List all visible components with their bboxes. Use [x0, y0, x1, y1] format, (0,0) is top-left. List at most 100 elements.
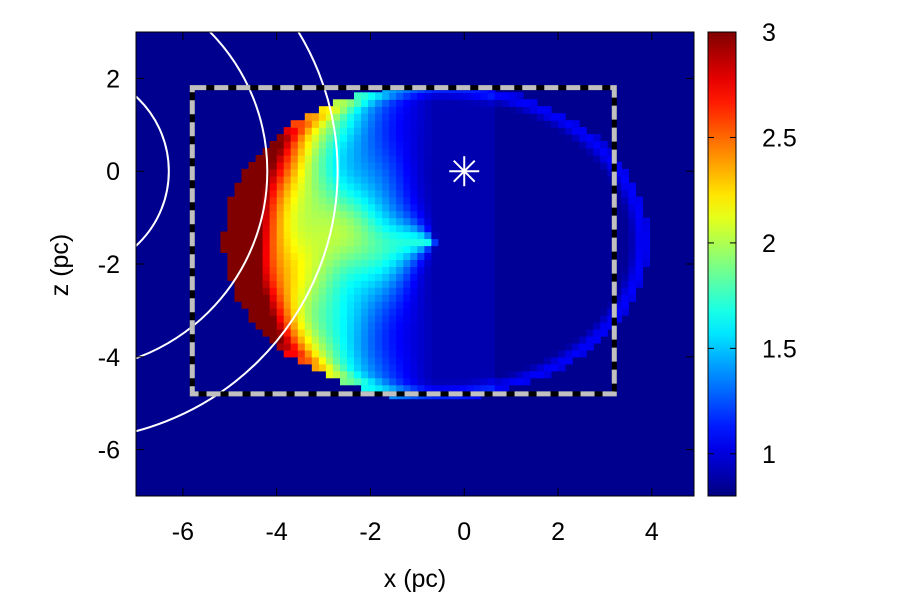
heatmap-cell [621, 294, 629, 302]
heatmap-cell [501, 356, 510, 365]
heatmap-cell [452, 315, 461, 323]
heatmap-cell [332, 342, 341, 351]
heatmap-cell [445, 363, 454, 372]
heatmap-cell [424, 189, 432, 198]
heatmap-cell [382, 141, 390, 149]
heatmap-cell [628, 189, 636, 198]
heatmap-cell [368, 384, 376, 393]
heatmap-cell [248, 168, 257, 177]
heatmap-cell [410, 315, 418, 323]
heatmap-cell [466, 384, 475, 393]
heatmap-cell [558, 238, 566, 247]
heatmap-cell [325, 141, 334, 149]
heatmap-cell [396, 308, 404, 316]
heatmap-cell [227, 217, 235, 226]
heatmap-cell [438, 294, 446, 302]
heatmap-cell [396, 301, 404, 309]
heatmap-cell [501, 273, 510, 281]
heatmap-cell [487, 287, 496, 295]
heatmap-cell [515, 377, 524, 386]
heatmap-cell [304, 161, 313, 170]
heatmap-cell [340, 342, 348, 351]
heatmap-cell [276, 231, 285, 240]
heatmap-cell [501, 349, 510, 358]
heatmap-cell [515, 106, 524, 114]
heatmap-cell [332, 308, 341, 316]
heatmap-cell [494, 196, 503, 205]
heatmap-cell [607, 210, 615, 219]
heatmap-cell [255, 210, 264, 219]
heatmap-cell [368, 175, 376, 184]
heatmap-cell [325, 217, 334, 226]
heatmap-cell [473, 217, 482, 226]
heatmap-cell [262, 203, 271, 212]
heatmap-cell [424, 155, 432, 163]
heatmap-cell [248, 280, 257, 288]
heatmap-cell [543, 134, 552, 142]
heatmap-cell [565, 127, 573, 135]
heatmap-cell [389, 231, 397, 240]
heatmap-cell [347, 301, 355, 309]
heatmap-cell [529, 322, 538, 330]
heatmap-cell [466, 217, 475, 226]
heatmap-cell [396, 175, 404, 184]
heatmap-cell [438, 322, 446, 330]
heatmap-cell [368, 134, 376, 142]
heatmap-cell [473, 301, 482, 309]
heatmap-cell [396, 182, 404, 191]
heatmap-cell [459, 252, 468, 260]
heatmap-cell [438, 266, 446, 274]
heatmap-cell [614, 301, 622, 309]
heatmap-cell [593, 161, 601, 170]
heatmap-cell [487, 384, 496, 393]
heatmap-cell [558, 231, 566, 240]
heatmap-cell [340, 231, 348, 240]
heatmap-cell [593, 175, 601, 184]
heatmap-cell [466, 196, 475, 205]
heatmap-cell [466, 106, 475, 114]
heatmap-cell [361, 127, 369, 135]
heatmap-cell [558, 155, 566, 163]
heatmap-cell [487, 315, 496, 323]
heatmap-cell [586, 301, 594, 309]
heatmap-cell [417, 294, 425, 302]
heatmap-cell [276, 294, 285, 302]
heatmap-cell [593, 259, 601, 267]
heatmap-cell [473, 196, 482, 205]
heatmap-cell [347, 217, 355, 226]
heatmap-cell [368, 92, 376, 100]
heatmap-cell [368, 301, 376, 309]
heatmap-cell [487, 266, 496, 274]
heatmap-cell [529, 155, 538, 163]
heatmap-cell [389, 92, 397, 100]
heatmap-cell [283, 280, 292, 288]
heatmap-cell [311, 134, 320, 142]
heatmap-cell [375, 155, 383, 163]
heatmap-cell [311, 175, 320, 184]
heatmap-cell [431, 294, 439, 302]
heatmap-cell [255, 168, 264, 177]
heatmap-cell [438, 134, 446, 142]
heatmap-cell [579, 127, 587, 135]
heatmap-cell [382, 273, 390, 281]
heatmap-cell [466, 210, 475, 219]
heatmap-cell [459, 238, 468, 247]
heatmap-cell [375, 266, 383, 274]
heatmap-cell [290, 175, 299, 184]
heatmap-cell [614, 175, 622, 184]
heatmap-cell [586, 182, 594, 191]
heatmap-cell [311, 161, 320, 170]
heatmap-cell [424, 377, 432, 386]
heatmap-cell [635, 259, 643, 267]
heatmap-cell [522, 370, 531, 379]
heatmap-cell [361, 384, 369, 393]
heatmap-cell [445, 315, 454, 323]
heatmap-cell [459, 377, 468, 386]
heatmap-cell [318, 210, 327, 219]
heatmap-cell [480, 259, 489, 267]
heatmap-cell [522, 203, 531, 212]
heatmap-cell [558, 196, 566, 205]
heatmap-cell [311, 182, 320, 191]
heatmap-cell [304, 168, 313, 177]
heatmap-cell [600, 175, 608, 184]
